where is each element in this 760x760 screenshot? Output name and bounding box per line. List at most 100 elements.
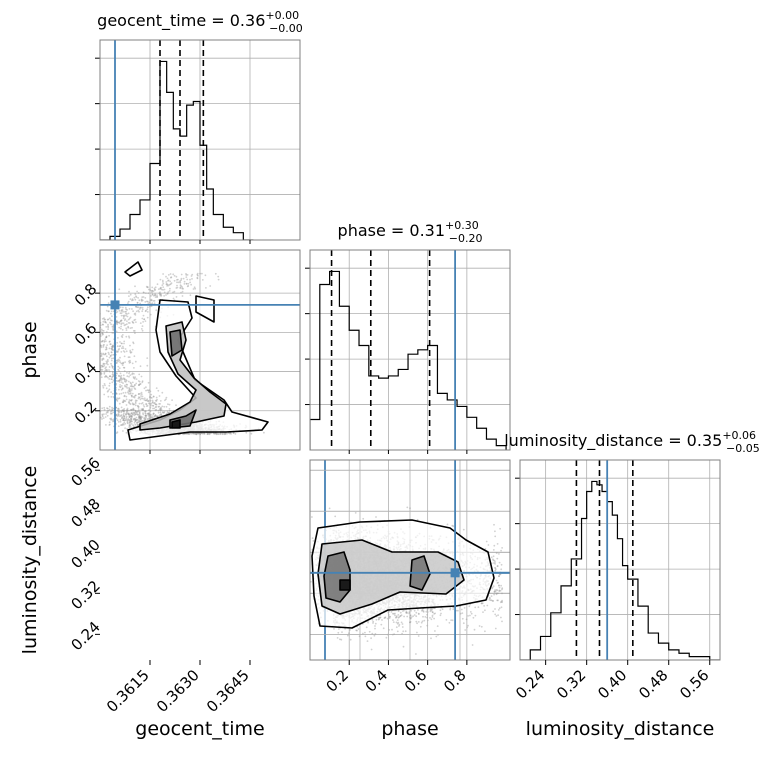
sample-point — [115, 330, 118, 333]
sample-point — [139, 398, 142, 401]
sample-point — [137, 397, 140, 400]
sample-point — [412, 615, 414, 618]
sample-point — [104, 318, 106, 321]
sample-point — [117, 368, 120, 371]
sample-point — [119, 419, 122, 421]
sample-point — [134, 409, 137, 412]
sample-point — [217, 432, 220, 435]
sample-point — [126, 383, 129, 386]
sample-point — [139, 383, 142, 385]
title-minus: −0.05 — [726, 442, 760, 455]
sample-point — [95, 343, 97, 345]
sample-point — [137, 292, 140, 294]
sample-point — [215, 433, 218, 436]
sample-point — [401, 626, 404, 628]
sample-point — [159, 287, 162, 289]
sample-point — [129, 424, 132, 426]
sample-point — [166, 411, 169, 414]
sample-point — [63, 361, 65, 363]
sample-point — [102, 323, 104, 326]
sample-point — [134, 318, 137, 321]
sample-point — [103, 363, 106, 365]
sample-point — [118, 367, 121, 369]
sample-point — [140, 391, 143, 394]
sample-point — [100, 368, 102, 371]
sample-point — [93, 322, 95, 324]
sample-point — [137, 419, 140, 422]
sample-point — [96, 351, 98, 353]
sample-point — [151, 293, 154, 296]
sample-point — [125, 412, 128, 415]
sample-point — [151, 289, 153, 292]
sample-point — [396, 619, 399, 621]
sample-point — [144, 399, 147, 402]
sample-point — [154, 294, 157, 297]
sample-point — [133, 367, 135, 369]
sample-point — [95, 358, 97, 360]
sample-point — [103, 364, 106, 367]
sample-point — [188, 433, 191, 435]
sample-point — [108, 408, 111, 411]
sample-point — [416, 622, 418, 625]
sample-point — [152, 412, 155, 415]
sample-point — [143, 387, 146, 390]
sample-point — [92, 318, 94, 320]
sample-point — [161, 279, 164, 282]
sample-point — [106, 358, 109, 361]
sample-point — [149, 418, 152, 420]
sample-point — [130, 408, 133, 411]
sample-point — [170, 276, 173, 278]
sample-point — [153, 402, 155, 405]
sample-point — [111, 406, 113, 409]
sample-point — [120, 362, 123, 365]
sample-point — [187, 433, 190, 435]
sample-point — [132, 418, 135, 420]
sample-point — [131, 326, 133, 329]
sample-point — [142, 314, 145, 317]
sample-point — [223, 432, 226, 435]
sample-point — [190, 283, 193, 286]
sample-point — [108, 388, 111, 391]
sample-point — [419, 625, 422, 628]
sample-point — [157, 415, 159, 418]
sample-point — [136, 301, 139, 304]
sample-point — [143, 399, 146, 401]
sample-point — [125, 398, 128, 401]
sample-point — [122, 410, 124, 413]
sample-point — [132, 330, 135, 332]
sample-point — [100, 352, 103, 355]
sample-point — [127, 412, 130, 415]
sample-point — [124, 400, 127, 403]
sample-point — [138, 384, 140, 386]
sample-point — [424, 616, 427, 618]
sample-point — [97, 325, 99, 327]
sample-point — [196, 273, 199, 276]
sample-point — [192, 288, 195, 290]
sample-point — [129, 399, 132, 402]
sample-point — [122, 317, 125, 320]
sample-point — [134, 399, 137, 402]
sample-point — [203, 433, 206, 435]
sample-point — [109, 375, 112, 378]
sample-point — [147, 414, 150, 416]
sample-point — [157, 409, 160, 412]
sample-point — [126, 375, 129, 378]
sample-point — [117, 407, 120, 410]
sample-point — [166, 410, 169, 413]
sample-point — [123, 342, 125, 345]
sample-point — [157, 389, 160, 392]
sample-point — [102, 358, 105, 360]
sample-point — [109, 423, 111, 426]
sample-point — [160, 293, 163, 296]
sample-point — [73, 366, 75, 368]
sample-point — [123, 394, 126, 397]
sample-point — [120, 377, 123, 379]
sample-point — [151, 404, 154, 407]
sample-point — [79, 360, 81, 362]
histogram-luminosity_distance — [520, 480, 720, 660]
sample-point — [162, 273, 165, 275]
sample-point — [123, 314, 126, 317]
sample-point — [123, 378, 126, 381]
sample-point — [138, 416, 141, 419]
sample-point — [129, 381, 132, 384]
